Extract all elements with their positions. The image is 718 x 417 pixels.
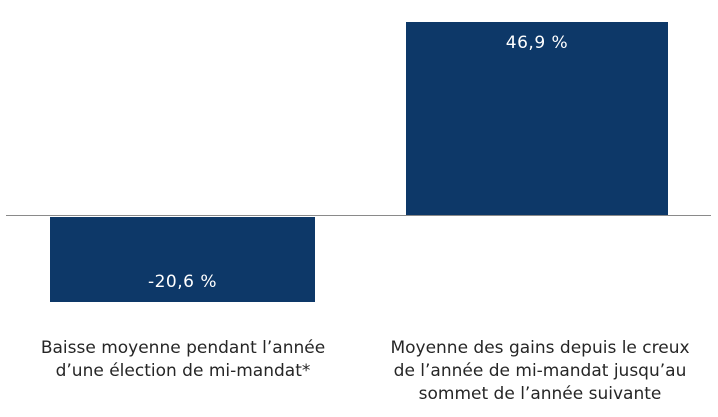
x-axis-baseline xyxy=(6,215,711,216)
category-line: Baisse moyenne pendant l’année xyxy=(40,338,326,358)
category-label-trough-to-peak-gain: Moyenne des gains depuis le creux de l’a… xyxy=(380,337,700,406)
category-line: sommet de l’année suivante xyxy=(418,384,662,404)
bar-value-label: 46,9 % xyxy=(505,33,569,53)
category-line: de l’année de mi-mandat jusqu’au xyxy=(393,361,687,381)
category-line: d’une élection de mi-mandat* xyxy=(55,361,311,381)
bar-midterm-decline: -20,6 % xyxy=(50,217,315,302)
category-line: Moyenne des gains depuis le creux xyxy=(390,338,690,358)
bar-value-label: -20,6 % xyxy=(147,272,218,292)
bar-trough-to-peak-gain: 46,9 % xyxy=(406,22,668,215)
category-label-midterm-decline: Baisse moyenne pendant l’année d’une éle… xyxy=(23,337,343,383)
